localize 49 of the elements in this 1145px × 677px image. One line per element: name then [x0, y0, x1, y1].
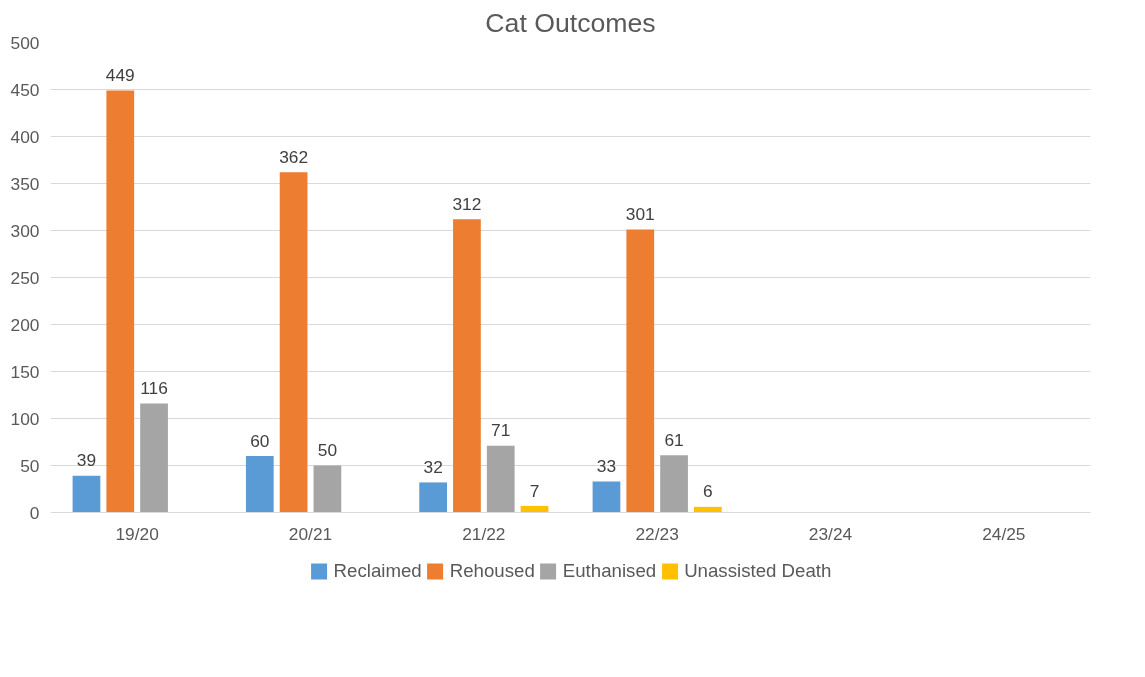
bar [592, 481, 621, 513]
bar [660, 455, 688, 513]
data-label: 32 [423, 457, 443, 478]
y-tick-label: 200 [10, 314, 40, 335]
y-tick-label: 350 [10, 173, 40, 194]
data-label: 71 [491, 420, 511, 441]
data-label: 6 [703, 481, 713, 502]
bar [140, 403, 168, 513]
data-label: 312 [452, 193, 482, 214]
bar [72, 475, 101, 513]
data-label: 116 [140, 378, 168, 399]
data-label: 362 [279, 146, 309, 167]
bar [419, 482, 447, 513]
x-tick-label: 23/24 [808, 523, 853, 544]
data-label: 33 [596, 456, 617, 477]
legend-label: Euthanised [562, 560, 657, 582]
data-label: 50 [317, 440, 338, 461]
data-label: 7 [529, 480, 540, 501]
y-tick-label: 0 [29, 502, 40, 523]
bar [694, 506, 722, 513]
data-label: 60 [250, 430, 270, 451]
bar [453, 219, 481, 513]
data-label: 449 [105, 65, 135, 86]
y-tick-label: 150 [10, 361, 40, 382]
data-label: 61 [664, 429, 684, 450]
y-tick-label: 300 [10, 220, 40, 241]
data-label: 39 [76, 450, 97, 471]
y-tick-label: 100 [10, 408, 40, 429]
y-tick-label: 400 [10, 126, 40, 147]
x-tick-label: 24/25 [982, 523, 1026, 544]
legend-label: Rehoused [449, 560, 535, 582]
chart-title: Cat Outcomes [485, 7, 656, 38]
data-label: 301 [625, 204, 655, 225]
bar [626, 229, 655, 513]
legend-label: Reclaimed [333, 560, 422, 582]
bar [106, 90, 135, 513]
y-tick-label: 250 [10, 267, 40, 288]
y-tick-label: 450 [10, 79, 40, 100]
y-tick-label: 500 [10, 32, 40, 53]
x-tick-label: 19/20 [115, 523, 159, 544]
x-tick-label: 20/21 [288, 523, 333, 544]
bar [245, 456, 274, 513]
bar [486, 445, 515, 513]
legend-label: Unassisted Death [684, 560, 832, 582]
x-tick-label: 22/23 [635, 523, 679, 544]
bar [313, 465, 342, 513]
bar [279, 172, 308, 513]
x-tick-label: 21/22 [462, 523, 506, 544]
y-tick-label: 50 [20, 455, 40, 476]
